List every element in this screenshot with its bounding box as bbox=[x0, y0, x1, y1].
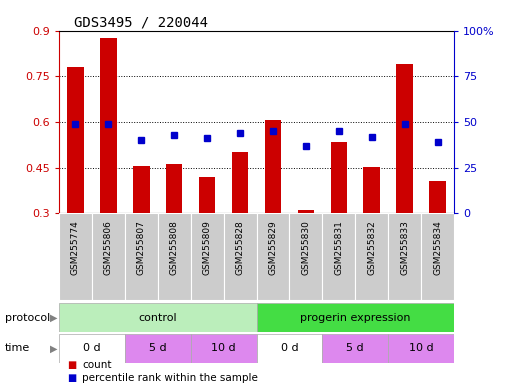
Text: time: time bbox=[5, 343, 30, 354]
Text: GSM255834: GSM255834 bbox=[433, 220, 442, 275]
Bar bbox=[67, 67, 84, 213]
Bar bbox=[298, 210, 314, 213]
Text: GSM255774: GSM255774 bbox=[71, 220, 80, 275]
Bar bbox=[364, 167, 380, 213]
Text: GSM255833: GSM255833 bbox=[400, 220, 409, 275]
Text: GSM255829: GSM255829 bbox=[268, 220, 278, 275]
Bar bbox=[232, 152, 248, 213]
Bar bbox=[289, 213, 322, 300]
Bar bbox=[191, 213, 224, 300]
Bar bbox=[256, 303, 454, 332]
Text: GSM255808: GSM255808 bbox=[170, 220, 179, 275]
Text: control: control bbox=[139, 313, 177, 323]
Bar bbox=[265, 121, 281, 213]
Text: 5 d: 5 d bbox=[149, 343, 167, 354]
Text: ▶: ▶ bbox=[50, 343, 58, 354]
Text: GSM255807: GSM255807 bbox=[137, 220, 146, 275]
Text: percentile rank within the sample: percentile rank within the sample bbox=[82, 373, 258, 383]
Bar bbox=[355, 213, 388, 300]
Text: progerin expression: progerin expression bbox=[300, 313, 410, 323]
Bar bbox=[92, 213, 125, 300]
Text: ■: ■ bbox=[67, 360, 76, 370]
Bar bbox=[397, 64, 413, 213]
Text: ▶: ▶ bbox=[50, 313, 58, 323]
Bar bbox=[125, 213, 158, 300]
Text: protocol: protocol bbox=[5, 313, 50, 323]
Bar bbox=[388, 334, 454, 363]
Text: GDS3495 / 220044: GDS3495 / 220044 bbox=[74, 15, 208, 29]
Text: 0 d: 0 d bbox=[83, 343, 101, 354]
Bar bbox=[199, 177, 215, 213]
Text: 10 d: 10 d bbox=[409, 343, 433, 354]
Text: 0 d: 0 d bbox=[281, 343, 298, 354]
Bar bbox=[191, 334, 256, 363]
Bar bbox=[330, 142, 347, 213]
Text: 10 d: 10 d bbox=[211, 343, 236, 354]
Bar bbox=[388, 213, 421, 300]
Text: 5 d: 5 d bbox=[346, 343, 364, 354]
Bar bbox=[59, 334, 125, 363]
Bar bbox=[429, 181, 446, 213]
Bar bbox=[166, 164, 183, 213]
Bar bbox=[125, 334, 191, 363]
Bar bbox=[421, 213, 454, 300]
Text: GSM255830: GSM255830 bbox=[301, 220, 310, 275]
Bar bbox=[322, 213, 355, 300]
Text: GSM255809: GSM255809 bbox=[203, 220, 212, 275]
Bar bbox=[256, 213, 289, 300]
Text: GSM255831: GSM255831 bbox=[334, 220, 343, 275]
Bar bbox=[133, 166, 149, 213]
Bar bbox=[224, 213, 256, 300]
Bar bbox=[100, 38, 116, 213]
Bar bbox=[256, 334, 322, 363]
Text: GSM255832: GSM255832 bbox=[367, 220, 376, 275]
Text: count: count bbox=[82, 360, 112, 370]
Bar bbox=[59, 213, 92, 300]
Text: GSM255828: GSM255828 bbox=[235, 220, 245, 275]
Bar bbox=[158, 213, 191, 300]
Bar bbox=[322, 334, 388, 363]
Text: ■: ■ bbox=[67, 373, 76, 383]
Bar bbox=[59, 303, 256, 332]
Text: GSM255806: GSM255806 bbox=[104, 220, 113, 275]
